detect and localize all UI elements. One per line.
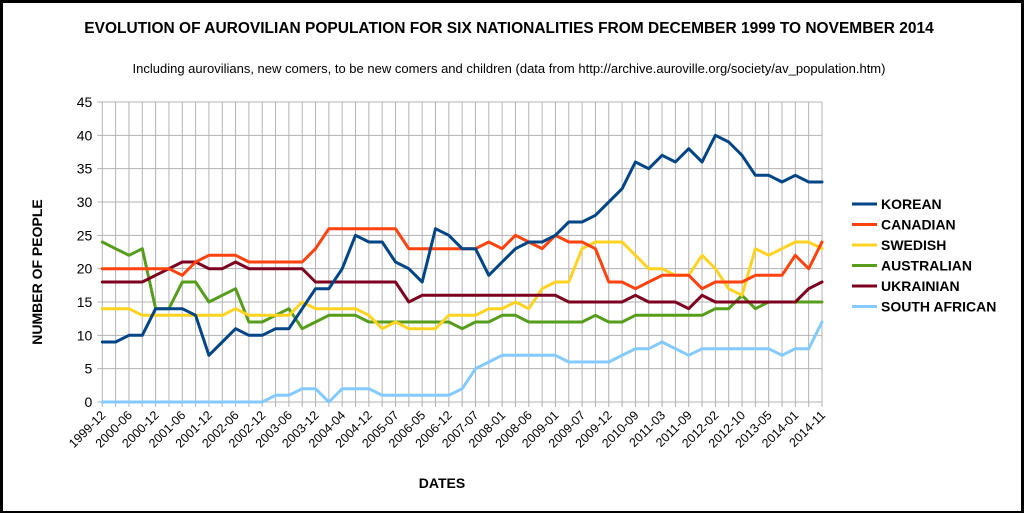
y-axis-ticks: 0 5 10 15 20 25 30 35 40 45 bbox=[77, 94, 93, 410]
y-tick-label: 10 bbox=[77, 327, 93, 343]
legend-label: SWEDISH bbox=[881, 237, 946, 253]
y-tick-label: 5 bbox=[85, 361, 93, 377]
series-line-australian bbox=[100, 240, 824, 331]
legend-label: SOUTH AFRICAN bbox=[881, 299, 996, 315]
y-tick-label: 30 bbox=[77, 194, 93, 210]
legend-label: KOREAN bbox=[881, 196, 942, 212]
y-tick-label: 40 bbox=[77, 127, 93, 143]
grid bbox=[97, 101, 823, 407]
x-axis-title: DATES bbox=[419, 475, 465, 491]
legend-label: AUSTRALIAN bbox=[881, 258, 972, 274]
legend-label: UKRAINIAN bbox=[881, 278, 960, 294]
x-axis-ticks: 1999-122000-062000-122001-062001-122002-… bbox=[66, 408, 828, 450]
chart-subtitle: Including aurovilians, new comers, to be… bbox=[132, 61, 886, 76]
y-axis-title: NUMBER OF PEOPLE bbox=[29, 199, 45, 344]
series-line-ukrainian bbox=[100, 260, 824, 311]
legend: KOREAN CANADIAN SWEDISH AUSTRALIAN UKRAINIAN… bbox=[852, 196, 996, 315]
series-line-korean bbox=[100, 133, 824, 357]
series-line-swedish bbox=[100, 240, 824, 331]
y-tick-label: 25 bbox=[77, 227, 93, 243]
series-lines bbox=[100, 133, 824, 404]
y-tick-label: 0 bbox=[85, 394, 93, 410]
legend-label: CANADIAN bbox=[881, 217, 956, 233]
y-tick-label: 35 bbox=[77, 161, 93, 177]
y-tick-label: 15 bbox=[77, 294, 93, 310]
y-tick-label: 20 bbox=[77, 261, 93, 277]
chart-title: EVOLUTION OF AUROVILIAN POPULATION FOR S… bbox=[84, 20, 934, 37]
series-line-south-african bbox=[100, 320, 824, 404]
y-tick-label: 45 bbox=[77, 94, 93, 110]
